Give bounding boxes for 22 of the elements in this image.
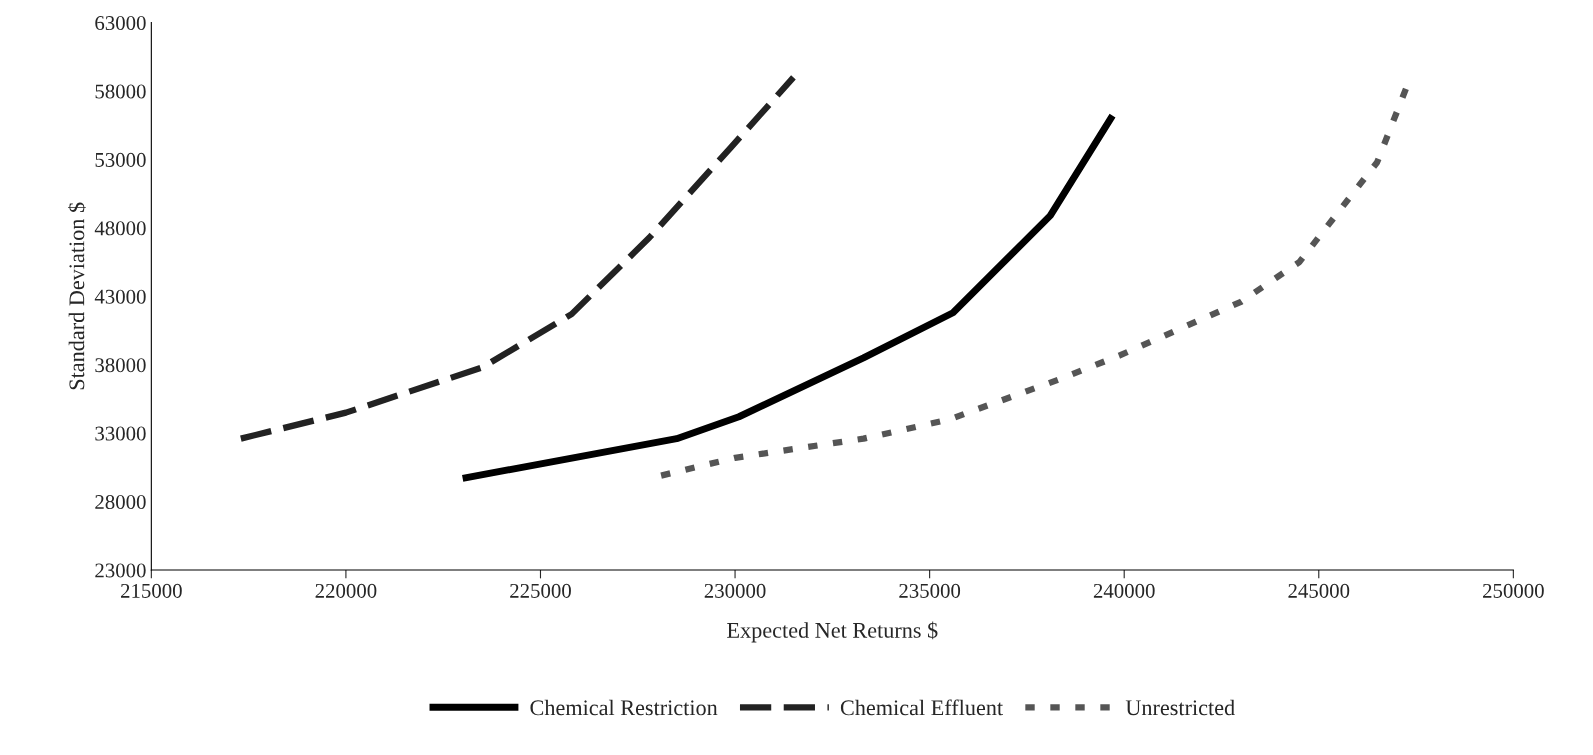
y-tick-label: 38000 (95, 358, 146, 373)
y-tick-label: 53000 (95, 152, 146, 167)
x-tick-label: 240000 (1093, 583, 1155, 598)
y-tick-label: 43000 (94, 289, 146, 304)
y-tick-label: 33000 (95, 426, 146, 441)
y-tick-label: 28000 (95, 494, 146, 510)
x-tick-label: 250000 (1483, 583, 1544, 598)
x-tick-label: 230000 (704, 583, 766, 598)
y-axis-title: Standard Deviation $ (68, 202, 86, 390)
legend-label: Chemical Effluent (840, 699, 1003, 716)
x-axis-title: Expected Net Returns $ (727, 621, 938, 643)
y-tick-label: 23000 (95, 563, 146, 578)
legend-label: Unrestricted (1125, 699, 1235, 716)
legend-label: Chemical Restriction (530, 699, 718, 716)
y-tick-label: 63000 (95, 16, 146, 31)
x-tick-label: 220000 (315, 583, 377, 598)
x-tick-label: 225000 (510, 583, 571, 598)
y-tick-label: 58000 (95, 84, 146, 99)
y-tick-label: 48000 (94, 221, 146, 236)
x-tick-label: 235000 (899, 583, 961, 598)
x-tick-label: 245000 (1288, 583, 1350, 598)
x-tick-label: 215000 (121, 583, 182, 598)
